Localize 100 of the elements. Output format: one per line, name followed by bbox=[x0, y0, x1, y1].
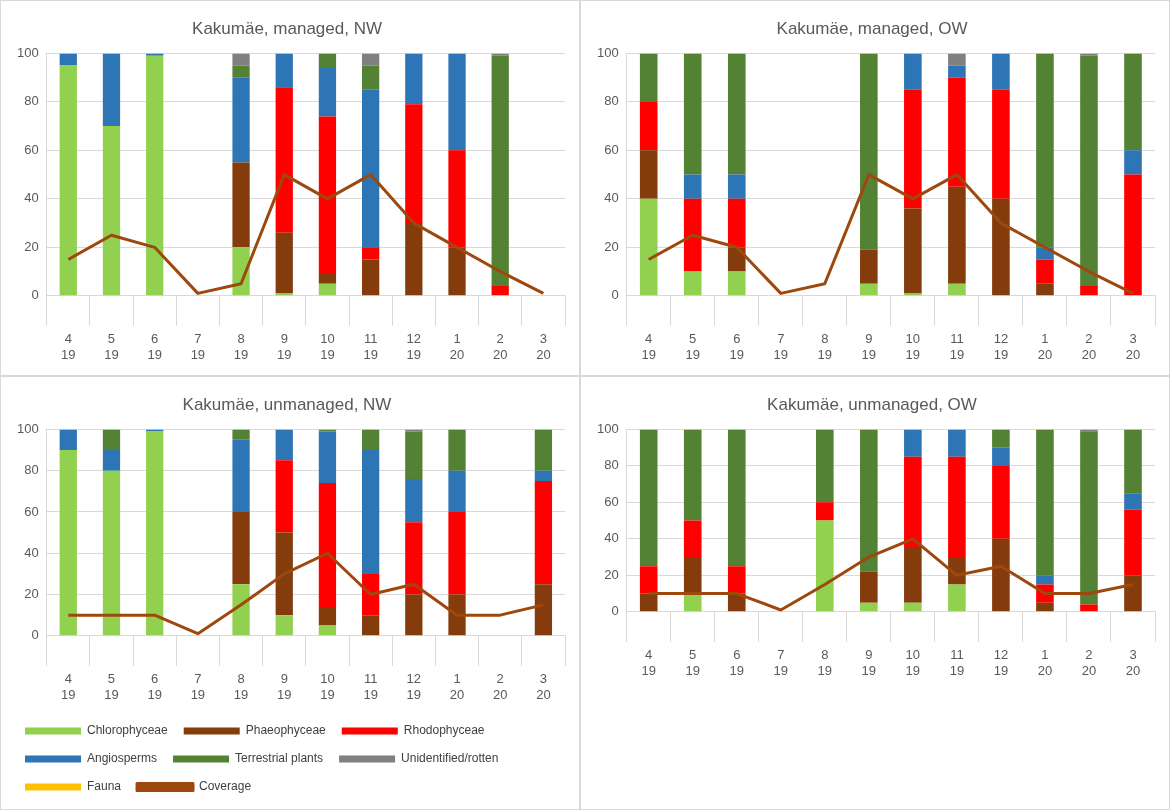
bar bbox=[232, 65, 250, 78]
bar bbox=[948, 429, 966, 457]
bar bbox=[232, 511, 250, 585]
bar bbox=[904, 602, 922, 612]
bar bbox=[1080, 431, 1098, 605]
bar bbox=[1080, 286, 1098, 296]
x-tick-label: 8 19 bbox=[817, 647, 833, 678]
bar bbox=[362, 65, 380, 90]
bar bbox=[102, 429, 121, 451]
bar bbox=[232, 584, 250, 636]
bar bbox=[639, 429, 658, 567]
bar bbox=[448, 53, 466, 151]
x-tick-label: 9 19 bbox=[861, 331, 877, 362]
y-tick-label: 100 bbox=[16, 44, 39, 60]
bar bbox=[318, 606, 337, 626]
x-tick-label: 7 19 bbox=[190, 331, 206, 362]
bar bbox=[639, 198, 658, 296]
x-tick-label: 6 19 bbox=[147, 331, 162, 362]
x-tick-label: 1 20 bbox=[1037, 331, 1053, 362]
bar bbox=[318, 273, 337, 284]
y-tick-label: 80 bbox=[604, 457, 619, 473]
bar bbox=[683, 198, 702, 272]
y-tick-label: 60 bbox=[24, 141, 39, 157]
bar bbox=[448, 150, 466, 248]
x-tick-label: 4 19 bbox=[641, 331, 656, 362]
bar bbox=[1080, 55, 1098, 287]
bar bbox=[362, 89, 380, 248]
x-tick-label: 10 19 bbox=[320, 331, 335, 362]
x-tick-label: 3 20 bbox=[1125, 647, 1141, 678]
x-tick-label: 12 19 bbox=[993, 331, 1009, 362]
x-tick-label: 7 19 bbox=[773, 647, 789, 678]
x-tick-label: 3 20 bbox=[1125, 331, 1141, 362]
x-tick-label: 7 19 bbox=[190, 671, 206, 702]
bar bbox=[275, 232, 293, 294]
x-tick-label: 3 20 bbox=[536, 331, 551, 362]
bar bbox=[275, 532, 293, 616]
bar bbox=[405, 223, 423, 296]
x-tick-label: 10 19 bbox=[905, 331, 921, 362]
y-tick-label: 0 bbox=[611, 603, 619, 619]
bar bbox=[102, 126, 121, 296]
bar bbox=[639, 101, 658, 151]
bar bbox=[102, 470, 121, 636]
bar bbox=[727, 566, 746, 594]
y-tick-label: 100 bbox=[596, 44, 619, 60]
bar bbox=[683, 520, 702, 558]
x-tick-label: 9 19 bbox=[861, 647, 877, 678]
bar bbox=[405, 594, 423, 636]
x-tick-label: 12 19 bbox=[406, 671, 422, 702]
bar bbox=[318, 116, 337, 274]
bar bbox=[1036, 575, 1054, 585]
bar bbox=[232, 53, 250, 66]
bar bbox=[448, 511, 466, 595]
x-tick-label: 2 20 bbox=[1081, 647, 1097, 678]
bar bbox=[727, 53, 746, 175]
bar bbox=[275, 429, 293, 461]
bar bbox=[1080, 604, 1098, 612]
y-tick-label: 40 bbox=[24, 190, 39, 206]
bar bbox=[948, 186, 966, 284]
bar bbox=[948, 584, 966, 612]
bar bbox=[362, 259, 380, 296]
x-tick-label: 6 19 bbox=[729, 331, 744, 362]
x-tick-label: 4 19 bbox=[61, 671, 76, 702]
x-tick-label: 11 19 bbox=[949, 331, 965, 362]
y-tick-label: 60 bbox=[604, 493, 619, 509]
bar bbox=[948, 77, 966, 187]
bar bbox=[1124, 53, 1142, 151]
y-tick-label: 100 bbox=[16, 420, 39, 436]
x-tick-label: 9 19 bbox=[277, 671, 292, 702]
bar bbox=[448, 594, 466, 636]
bar bbox=[639, 566, 658, 594]
bar bbox=[904, 53, 922, 90]
y-tick-label: 80 bbox=[24, 462, 39, 478]
bar bbox=[1124, 493, 1142, 510]
bar bbox=[232, 162, 250, 248]
x-tick-label: 7 19 bbox=[773, 331, 789, 362]
bar bbox=[860, 249, 878, 284]
bar bbox=[904, 456, 922, 548]
bar bbox=[448, 470, 466, 512]
bar bbox=[1124, 174, 1142, 296]
x-tick-label: 12 19 bbox=[406, 331, 422, 362]
bar bbox=[904, 89, 922, 209]
bar bbox=[860, 602, 878, 612]
y-tick-label: 20 bbox=[604, 566, 619, 582]
bar bbox=[992, 538, 1010, 612]
bar bbox=[1124, 150, 1142, 175]
bar bbox=[534, 584, 553, 636]
x-tick-label: 3 20 bbox=[536, 671, 551, 702]
x-tick-label: 12 19 bbox=[993, 647, 1009, 678]
bar bbox=[491, 55, 509, 287]
bar bbox=[683, 593, 702, 612]
bar bbox=[232, 77, 250, 163]
bar bbox=[860, 429, 878, 572]
bar bbox=[904, 547, 922, 603]
x-tick-label: 4 19 bbox=[641, 647, 656, 678]
bar bbox=[816, 520, 834, 612]
bar bbox=[1036, 259, 1054, 284]
legend-label: Fauna bbox=[87, 779, 122, 794]
x-tick-label: 5 19 bbox=[104, 331, 119, 362]
bar bbox=[1036, 429, 1054, 576]
bar bbox=[992, 53, 1010, 90]
